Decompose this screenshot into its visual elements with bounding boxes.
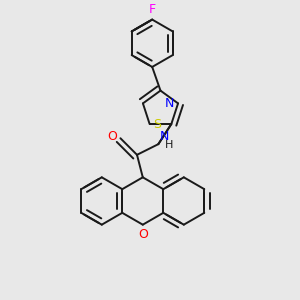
Text: F: F — [148, 2, 156, 16]
Text: S: S — [153, 118, 161, 130]
Text: N: N — [165, 97, 175, 110]
Text: O: O — [107, 130, 117, 143]
Text: N: N — [160, 130, 169, 143]
Text: O: O — [138, 228, 148, 241]
Text: H: H — [165, 140, 173, 150]
